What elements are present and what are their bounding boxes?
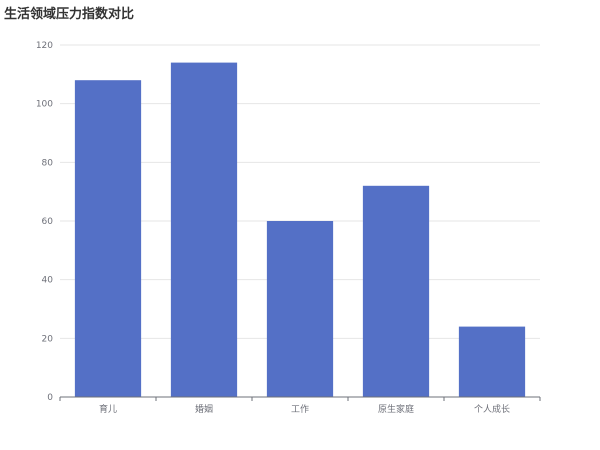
y-tick-label: 60 xyxy=(42,217,54,227)
chart-title: 生活领域压力指数对比 xyxy=(4,7,135,22)
bar xyxy=(362,185,430,397)
x-tick-label: 婚姻 xyxy=(195,403,213,415)
y-tick-label: 0 xyxy=(47,393,53,403)
bar xyxy=(266,221,334,397)
bar xyxy=(170,62,238,397)
y-tick-label: 100 xyxy=(36,100,53,110)
bar xyxy=(74,80,142,397)
y-axis-tick-labels: 0 20 40 60 80 100 120 xyxy=(36,41,53,403)
x-axis-ticks xyxy=(59,397,541,401)
y-tick-label: 40 xyxy=(42,276,54,286)
x-tick-label: 个人成长 xyxy=(474,403,510,415)
y-tick-label: 80 xyxy=(42,158,54,168)
x-tick-label: 育儿 xyxy=(99,403,117,415)
y-tick-label: 20 xyxy=(42,334,54,344)
bar xyxy=(458,326,526,397)
x-axis-tick-labels: 育儿 婚姻 工作 原生家庭 个人成长 xyxy=(99,403,510,415)
x-tick-label: 工作 xyxy=(291,403,309,415)
bars xyxy=(74,62,526,397)
y-tick-label: 120 xyxy=(36,41,53,51)
x-tick-label: 原生家庭 xyxy=(378,403,414,415)
